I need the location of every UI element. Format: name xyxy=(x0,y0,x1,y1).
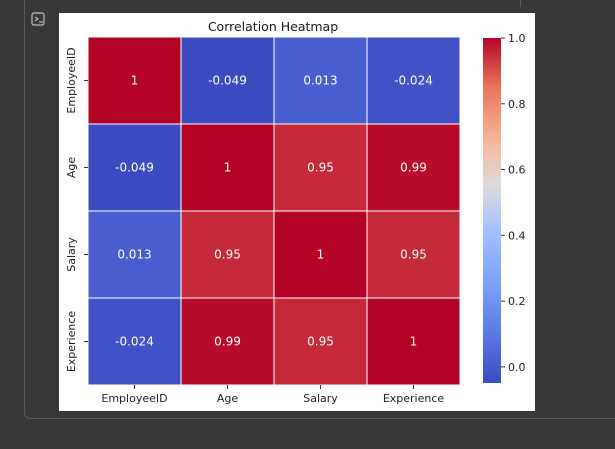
chart-title: Correlation Heatmap xyxy=(208,19,338,34)
heatmap-cell xyxy=(366,210,461,299)
output-collapse-icon[interactable] xyxy=(31,12,47,28)
cell-annotation: 1 xyxy=(317,248,325,262)
cell-annotation: 0.95 xyxy=(214,248,241,262)
cell-annotation: 0.99 xyxy=(214,335,241,349)
heatmap-cell xyxy=(180,297,275,386)
x-tick-label: Experience xyxy=(383,392,445,405)
heatmap-cell xyxy=(366,297,461,386)
x-tick-label: Salary xyxy=(303,392,338,405)
cell-annotation: 0.013 xyxy=(117,248,151,262)
heatmap-cell xyxy=(366,123,461,212)
colorbar-tick-label: 0.2 xyxy=(508,295,526,308)
colorbar-tick-label: 0.0 xyxy=(508,361,526,374)
y-tick-label: Experience xyxy=(65,311,78,373)
y-tick-label: EmployeeID xyxy=(65,47,78,113)
cell-annotation: -0.024 xyxy=(394,74,433,88)
heatmap-cell xyxy=(273,297,368,386)
heatmap-cell xyxy=(87,36,182,125)
heatmap-cell xyxy=(366,36,461,125)
cell-annotation: 1 xyxy=(131,74,139,88)
cell-annotation: 1 xyxy=(410,335,418,349)
y-tick-label: Salary xyxy=(65,237,78,272)
cell-annotation: 0.99 xyxy=(400,161,427,175)
cell-divider xyxy=(520,0,521,7)
colorbar xyxy=(483,38,501,383)
output-cell-frame xyxy=(24,0,615,419)
heatmap-cell xyxy=(87,297,182,386)
heatmap-cell xyxy=(180,36,275,125)
colorbar-tick-label: 0.8 xyxy=(508,98,526,111)
cell-annotation: -0.049 xyxy=(115,161,154,175)
colorbar-tick-label: 0.6 xyxy=(508,164,526,177)
heatmap-figure: Correlation Heatmap 1 -0.049 0.013 -0.024 -0… xyxy=(59,13,535,411)
cell-annotation: 0.95 xyxy=(400,248,427,262)
heatmap-cell xyxy=(180,210,275,299)
colorbar-tick-label: 0.4 xyxy=(508,229,526,242)
x-tick-label: EmployeeID xyxy=(101,392,167,405)
heatmap-cell xyxy=(273,123,368,212)
heatmap-chart: Correlation Heatmap 1 -0.049 0.013 -0.024 -0… xyxy=(65,19,526,405)
x-tick-label: Age xyxy=(217,392,239,405)
cell-annotation: 1 xyxy=(224,161,232,175)
heatmap-cell xyxy=(273,36,368,125)
cell-annotation: -0.049 xyxy=(208,74,247,88)
colorbar-tick-label: 1.0 xyxy=(508,32,526,45)
cell-annotation: 0.95 xyxy=(307,161,334,175)
cell-annotation: -0.024 xyxy=(115,335,154,349)
y-tick-label: Age xyxy=(65,157,78,179)
cell-annotation: 0.013 xyxy=(303,74,337,88)
cell-annotation: 0.95 xyxy=(307,335,334,349)
